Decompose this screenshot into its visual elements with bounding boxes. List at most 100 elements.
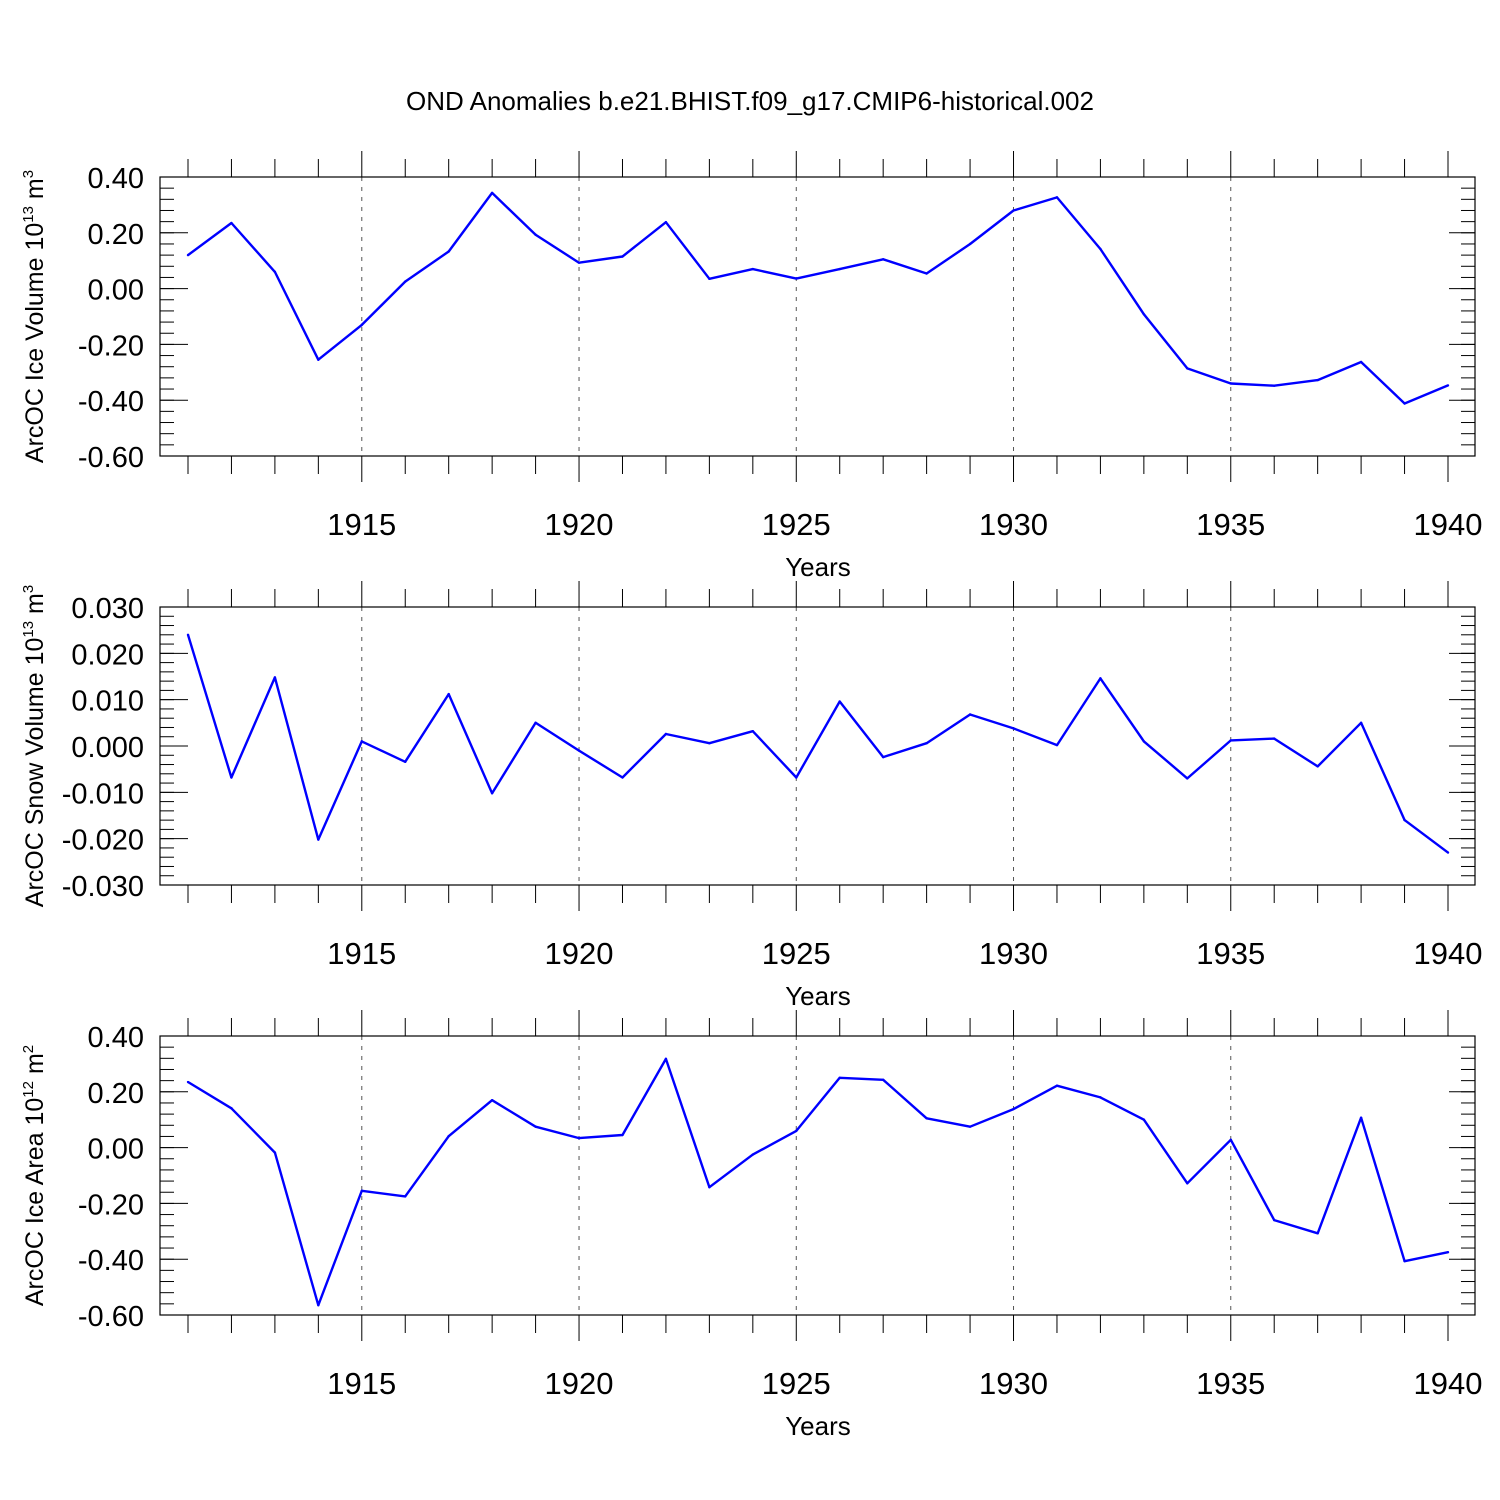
y-axis-label: ArcOC Ice Volume 1013 m3 [20,170,49,463]
chart-panel-3: 0.40 0.20 0.00 -0.20 -0.40 -0.60 1915 1920 1925 1… [20,1010,1482,1441]
data-point [968,1125,972,1128]
data-point [838,1076,841,1080]
data-point [534,233,537,236]
y-tick-label: -0.60 [78,442,144,474]
x-axis-label: Years [785,552,851,582]
data-point [577,749,581,752]
y-tick-label: 0.010 [71,686,144,718]
data-point [795,277,798,280]
data-point [360,740,363,743]
data-point [577,261,581,264]
data-point [360,1189,363,1193]
y-label-text: ArcOC Ice Area 10 [21,1098,49,1306]
x-tick-label: 1925 [762,507,831,542]
y-tick-label: -0.20 [78,1189,144,1221]
data-point [621,1133,624,1137]
data-point [664,220,668,224]
data-point [534,721,537,725]
x-tick-label: 1940 [1414,507,1483,542]
data-point [490,191,494,195]
data-point [1186,777,1189,780]
y-tick-label: -0.40 [78,1245,144,1277]
data-point [925,742,928,745]
data-point [360,323,363,327]
data-point [1012,209,1015,212]
data-point [795,776,798,779]
data-point [1446,384,1450,387]
x-tick-label: 1925 [762,1366,831,1401]
series-line-1 [187,1057,1449,1307]
plot-frame [159,176,1476,457]
data-point [186,633,190,636]
y-label-text: m [21,1053,49,1081]
data-point [838,700,841,703]
data-point [317,838,320,841]
data-point [317,358,320,361]
data-point [881,258,885,261]
data-point [1316,765,1319,768]
y-tick-label: -0.20 [78,330,144,362]
y-label-superscript: 2 [20,1045,37,1053]
y-tick-label: -0.010 [62,778,144,810]
x-tick-label: 1920 [545,1366,614,1401]
y-tick-label: 0.20 [88,219,144,251]
data-point [751,267,755,271]
data-point [664,1057,668,1061]
data-point [838,267,841,271]
data-point [1055,1084,1059,1087]
data-point [1359,721,1363,725]
data-point [230,1107,233,1110]
series-line-1 [186,634,1449,854]
data-point [186,253,190,257]
y-axis-label: ArcOC Snow Volume 1013 m3 [20,585,49,907]
data-point [621,776,624,779]
x-tick-label: 1920 [545,936,614,971]
data-point [1142,313,1146,316]
y-label-superscript: 3 [20,585,37,593]
y-label-superscript: 13 [20,206,37,223]
data-point [1403,402,1406,405]
y-label-superscript: 3 [20,170,37,178]
data-point [925,1117,928,1120]
x-axis-label: Years [785,1411,851,1441]
data-point [447,1134,450,1138]
data-point [404,280,407,283]
plot-frame [159,606,1476,886]
data-point [1273,384,1276,387]
x-tick-label: 1935 [1196,936,1265,971]
data-point [1012,1107,1015,1111]
data-point [1229,1138,1232,1141]
data-point [708,277,711,281]
y-label-text: m [21,178,49,206]
y-tick-label: 0.030 [71,593,144,625]
data-point [230,221,233,225]
data-point [881,1078,885,1082]
data-point [1229,382,1232,385]
x-tick-label: 1915 [327,1366,396,1401]
data-point [186,1080,190,1084]
data-point [751,1153,755,1156]
x-tick-label: 1915 [327,936,396,971]
y-tick-label: -0.020 [62,825,144,857]
figure-title: OND Anomalies b.e21.BHIST.f09_g17.CMIP6-… [406,86,1094,116]
data-point [1186,1182,1189,1185]
data-point [1273,737,1276,740]
data-point [490,792,494,795]
x-tick-label: 1935 [1196,507,1265,542]
chart-panel-1: 0.40 0.20 0.00 -0.20 -0.40 -0.60 1915 1920 1925 1… [20,151,1482,582]
x-tick-label: 1940 [1414,936,1483,971]
data-point [1055,196,1059,199]
data-point [708,1186,711,1189]
data-point [273,1151,277,1154]
y-axis-label: ArcOC Ice Area 1012 m2 [20,1045,49,1306]
data-point [708,742,711,745]
data-point [1273,1218,1276,1222]
y-tick-label: -0.40 [78,386,144,418]
x-tick-label: 1930 [979,507,1048,542]
y-tick-label: 0.40 [88,163,144,195]
y-tick-label: -0.60 [78,1301,144,1333]
data-point [1142,740,1146,743]
data-point [1403,818,1406,822]
data-point [1403,1259,1406,1263]
